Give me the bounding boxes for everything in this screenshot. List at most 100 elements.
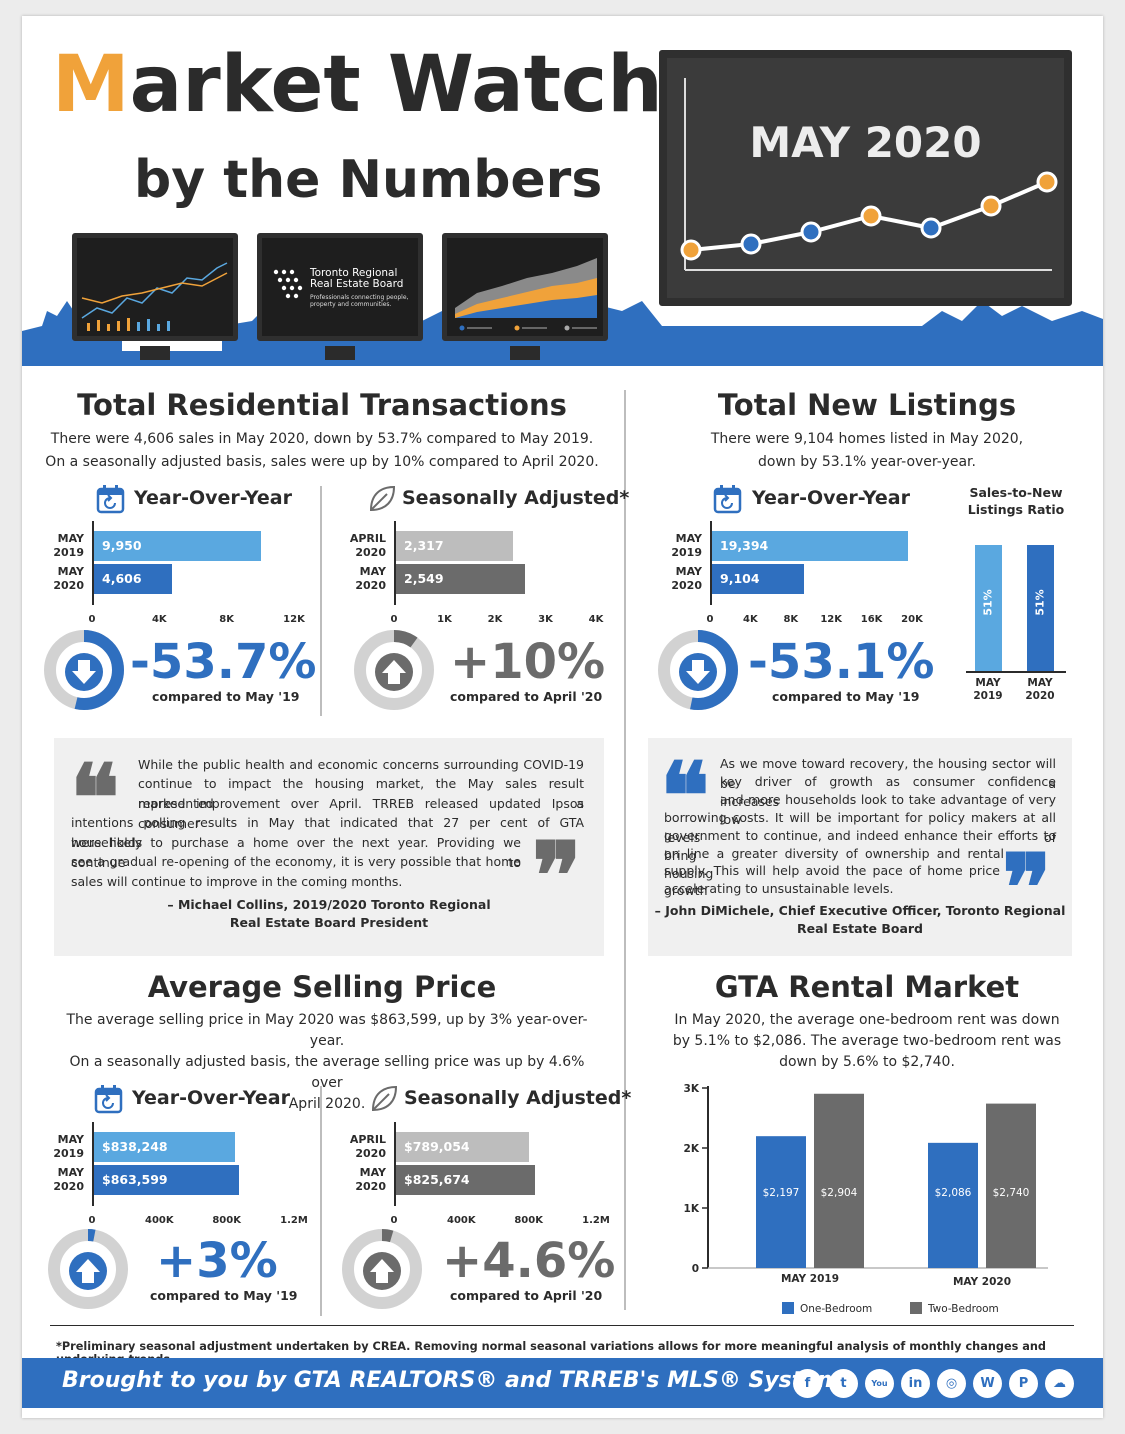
price-sa-tick-label: 400K [447, 1215, 476, 1226]
title-m-letter: M [52, 40, 130, 130]
monitor-stock-chart [72, 233, 238, 341]
rental-text: In May 2020, the average one-bedroom ren… [642, 1010, 1092, 1073]
ratio-axis [966, 671, 1066, 673]
price-sa-bar: $789,054 [396, 1132, 529, 1162]
quote-line: see a gradual re-opening of the economy,… [71, 854, 521, 869]
price-sa-pct: +4.6% [442, 1233, 616, 1289]
transactions-text: There were 4,606 sales in May 2020, down… [42, 428, 602, 474]
quote-collins-author-line1: – Michael Collins, 2019/2020 Toronto Reg… [167, 897, 491, 912]
transactions-title: Total Residential Transactions [77, 388, 567, 422]
price-yoy-row-label: MAY 2019 [53, 1133, 84, 1160]
area-chart-graphic [455, 258, 597, 331]
price-yoy-tick-label: 400K [145, 1215, 174, 1226]
rental-legend-swatch [910, 1302, 922, 1314]
rental-bar-chart: 0 1K 2K 3K $2,197 $2,904 MAY 2019 $2,086 $2,740 M… [684, 1083, 1048, 1314]
listings-yoy-tick-label: 20K [901, 614, 923, 625]
transactions-divider [320, 486, 322, 716]
quote-line: borrowing costs. It will be important fo… [664, 810, 1056, 845]
transactions-text-line2: On a seasonally adjusted basis, sales we… [45, 454, 599, 470]
price-yoy-chart: MAY 2019 $838,248 MAY 2020 $863,599 0 400K 800… [50, 1122, 320, 1232]
pinterest-icon[interactable]: P [1009, 1369, 1038, 1398]
leaf-icon [369, 1084, 399, 1118]
rental-title: GTA Rental Market [714, 970, 1020, 1004]
price-text-line2: On a seasonally adjusted basis, the aver… [69, 1054, 585, 1091]
calendar-icon [713, 484, 743, 518]
transactions-sa-tick-label: 0 [390, 614, 398, 625]
transactions-yoy-heading: Year-Over-Year [134, 487, 292, 509]
quote-line: continue to impact the housing market, t… [138, 776, 584, 811]
rental-category-label: MAY 2020 [953, 1276, 1011, 1288]
facebook-icon[interactable]: f [793, 1369, 822, 1398]
price-divider [320, 1086, 322, 1316]
stock-chart-graphic [81, 262, 228, 331]
listings-yoy-row-label: MAY 2020 [671, 565, 702, 592]
price-sa-tick-label: 1.2M [582, 1215, 610, 1226]
ratio-label-2020: MAY 2020 [1020, 677, 1060, 703]
listings-yoy-axis-y [710, 521, 712, 605]
transactions-sa-donut [352, 628, 436, 716]
listings-yoy-tick-label: 4K [743, 614, 758, 625]
price-yoy-compare: compared to May '19 [150, 1288, 298, 1303]
listings-yoy-compare: compared to May '19 [772, 689, 920, 704]
quote-line: accelerating to unsustainable levels. [664, 881, 894, 896]
arrow-down-icon [64, 652, 104, 696]
price-sa-compare: compared to April '20 [450, 1288, 603, 1303]
rental-bar-two-bedroom [986, 1103, 1036, 1268]
listings-yoy-bar: 9,104 [712, 564, 804, 594]
linkedin-icon[interactable]: in [901, 1369, 930, 1398]
youtube-icon[interactable]: You [865, 1369, 894, 1398]
trreb-name-line2: Real Estate Board [310, 278, 404, 290]
transactions-yoy-bar: 4,606 [94, 564, 172, 594]
wordpress-icon[interactable]: W [973, 1369, 1002, 1398]
arrow-up-icon [68, 1251, 108, 1295]
transactions-sa-heading: Seasonally Adjusted* [402, 487, 630, 509]
transactions-sa-tick-label: 2K [487, 614, 503, 625]
transactions-sa-row-label: MAY 2020 [355, 565, 386, 592]
soundcloud-icon[interactable]: ☁ [1045, 1369, 1074, 1398]
quote-dimichele-author-line1: – John DiMichele, Chief Executive Office… [654, 903, 1066, 918]
quote-collins-author-line2: Real Estate Board President [229, 915, 429, 930]
arrow-up-icon [362, 1251, 402, 1295]
monitor-stand [140, 346, 170, 360]
rental-text-line2: by 5.1% to $2,086. The average two-bedro… [672, 1033, 1062, 1049]
listings-yoy-heading: Year-Over-Year [752, 487, 910, 509]
price-sa-tick-label: 800K [514, 1215, 543, 1226]
rental-ytick-label: 0 [692, 1263, 699, 1275]
price-sa-donut-fill [342, 1229, 422, 1309]
ratio-bar-2019 [975, 545, 1002, 671]
transactions-sa-pct: +10% [450, 634, 606, 690]
rental-bar-label: $2,086 [935, 1187, 972, 1199]
transactions-yoy-compare: compared to May '19 [152, 689, 300, 704]
quote-box-dimichele: ❝ ❞ As we move toward recovery, the hous… [648, 738, 1072, 956]
price-text: The average selling price in May 2020 wa… [52, 1010, 602, 1115]
close-quote-icon: ❞ [532, 822, 582, 930]
quote-line: intentions polling results in May that i… [71, 815, 584, 850]
ratio-bar-2020 [1027, 545, 1054, 671]
rental-legend-swatch [782, 1302, 794, 1314]
quote-line: government to continue, and indeed enhan… [664, 828, 1056, 863]
trreb-tagline: Professionals connecting people, property… [310, 294, 408, 308]
transactions-sa-compare: compared to April '20 [450, 689, 603, 704]
twitter-icon[interactable]: t [829, 1369, 858, 1398]
transactions-yoy-donut-fill [44, 630, 124, 710]
transactions-yoy-chart: MAY 2019 9,950 MAY 2020 4,606 0 4K 8K 12K [50, 521, 320, 631]
ratio-label-2019-month: MAY [975, 677, 1001, 689]
price-title: Average Selling Price [147, 970, 497, 1004]
monitor-main: MAY 2020 [659, 50, 1072, 306]
quote-line: and more households look to take advanta… [720, 792, 1056, 827]
transactions-sa-bar: 2,317 [396, 531, 513, 561]
listings-yoy-chart: MAY 2019 19,394 MAY 2020 9,104 0 4K 8K 12K 16K 20… [668, 521, 938, 631]
quote-collins-author: – Michael Collins, 2019/2020 Toronto Reg… [54, 896, 604, 932]
instagram-icon[interactable]: ◎ [937, 1369, 966, 1398]
footer-bar: Brought to you by GTA REALTORS® and TRRE… [22, 1358, 1103, 1408]
transactions-sa-tick-label: 1K [437, 614, 452, 625]
leaf-icon [367, 484, 397, 518]
listings-text: There were 9,104 homes listed in May 202… [642, 428, 1092, 474]
price-yoy-donut [46, 1227, 130, 1315]
price-text-line3: April 2020. [288, 1096, 366, 1112]
trreb-name-line1: Toronto Regional [310, 267, 398, 279]
monitor-stand [325, 346, 355, 360]
quote-dimichele-author: – John DiMichele, Chief Executive Office… [648, 902, 1072, 938]
transactions-yoy-bar: 9,950 [94, 531, 262, 561]
trreb-tagline-line2: property and communities. [310, 301, 392, 308]
